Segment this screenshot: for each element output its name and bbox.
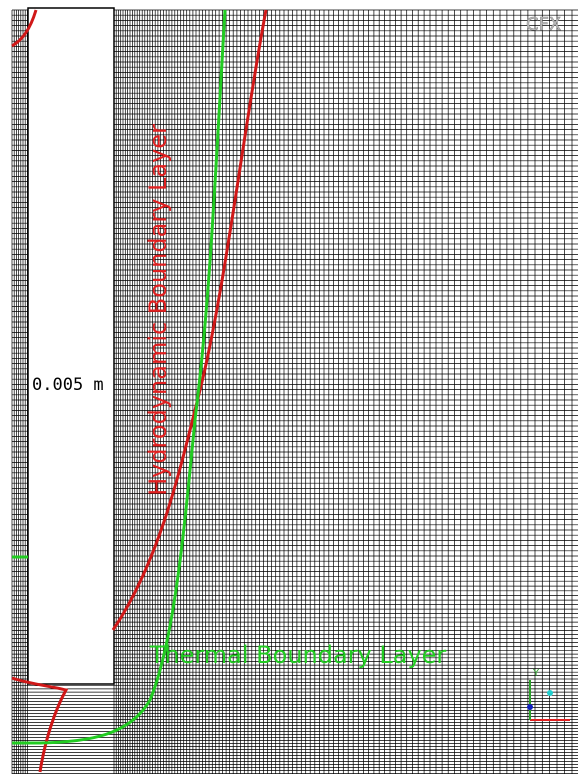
thermal-label: Thermal Boundary Layer <box>149 641 447 669</box>
logo: CFX <box>526 14 561 35</box>
axis-dot <box>547 690 553 696</box>
solid-wall <box>28 8 114 684</box>
y-axis-label: Y <box>532 668 540 679</box>
hydrodynamic-label: Hydrodynamic Boundary Layer <box>144 124 172 496</box>
scale-label: 0.005 m <box>32 375 104 395</box>
z-axis-dot <box>527 704 533 710</box>
viewport: 0.005 m Hydrodynamic Boundary Layer Ther… <box>0 0 578 774</box>
page: 0.005 m Hydrodynamic Boundary Layer Ther… <box>0 0 578 774</box>
